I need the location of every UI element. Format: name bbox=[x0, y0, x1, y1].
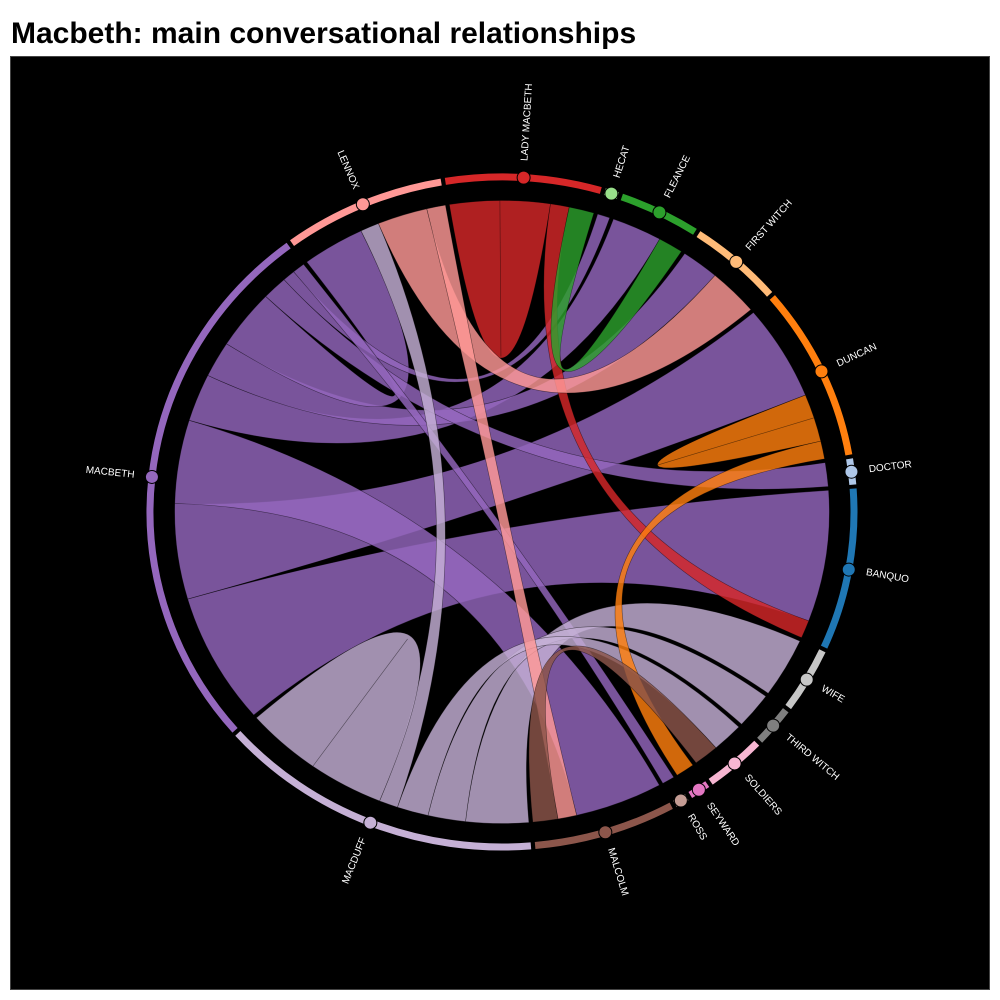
node-label-first-witch: FIRST WITCH bbox=[744, 198, 795, 253]
ribbon-macduff-wife bbox=[465, 602, 801, 824]
node-label-hecat: HECAT bbox=[612, 144, 633, 179]
chord-diagram-panel: LENNOX LADY MACBETH HECAT FLEANCE FIRST WITC… bbox=[10, 56, 990, 990]
node-first-witch[interactable] bbox=[729, 254, 744, 269]
node-label-fleance: FLEANCE bbox=[663, 153, 694, 199]
ribbon-macduff-soldiers bbox=[397, 636, 740, 816]
node-wife[interactable] bbox=[799, 672, 814, 687]
node-fleance[interactable] bbox=[652, 205, 667, 220]
node-label-third-witch: THIRD WITCH bbox=[783, 732, 841, 783]
ribbon-duncan-seyward bbox=[614, 440, 825, 776]
node-soldiers[interactable] bbox=[727, 756, 742, 771]
chord-diagram: LENNOX LADY MACBETH HECAT FLEANCE FIRST WITC… bbox=[85, 83, 912, 898]
node-label-wife: WIFE bbox=[819, 683, 846, 705]
node-macbeth[interactable] bbox=[144, 469, 159, 484]
chart-title: Macbeth: main conversational relationshi… bbox=[11, 17, 637, 50]
node-macduff[interactable] bbox=[363, 815, 378, 830]
node-label-macbeth: MACBETH bbox=[85, 465, 135, 481]
node-lennox[interactable] bbox=[355, 197, 370, 212]
ribbon-duncan-duncan bbox=[657, 394, 822, 469]
ribbon-malcolm-soldiers bbox=[528, 645, 717, 823]
node-markers-layer bbox=[144, 170, 859, 840]
node-label-macduff: MACDUFF bbox=[341, 836, 369, 885]
node-duncan[interactable] bbox=[814, 364, 829, 379]
node-label-seyward: SEYWARD bbox=[704, 801, 741, 849]
node-label-ross: ROSS bbox=[685, 812, 709, 842]
ribbons-layer bbox=[174, 200, 830, 824]
node-ross[interactable] bbox=[673, 793, 688, 808]
node-label-duncan: DUNCAN bbox=[835, 342, 878, 370]
node-lady-macbeth[interactable] bbox=[516, 170, 531, 185]
node-banquo[interactable] bbox=[841, 562, 856, 577]
ribbon-lennox-malcolm bbox=[426, 204, 578, 820]
ribbon-macbeth-ross bbox=[293, 263, 675, 784]
ribbon-macduff-macduff bbox=[255, 631, 421, 802]
node-label-banquo: BANQUO bbox=[865, 567, 910, 585]
node-label-lady-macbeth: LADY MACBETH bbox=[519, 83, 535, 161]
node-seyward[interactable] bbox=[691, 782, 706, 797]
node-doctor[interactable] bbox=[844, 464, 859, 479]
node-malcolm[interactable] bbox=[598, 825, 613, 840]
ribbon-fleance-lady-macbeth bbox=[550, 206, 682, 372]
ribbon-macbeth-malcolm bbox=[174, 419, 660, 816]
node-label-soldiers: SOLDIERS bbox=[742, 772, 784, 817]
node-hecat[interactable] bbox=[604, 186, 619, 201]
ribbon-macbeth-lennox bbox=[226, 230, 409, 407]
node-label-doctor: DOCTOR bbox=[868, 459, 912, 475]
node-third-witch[interactable] bbox=[766, 718, 781, 733]
node-label-malcolm: MALCOLM bbox=[605, 847, 630, 898]
node-label-lennox: LENNOX bbox=[334, 149, 360, 191]
